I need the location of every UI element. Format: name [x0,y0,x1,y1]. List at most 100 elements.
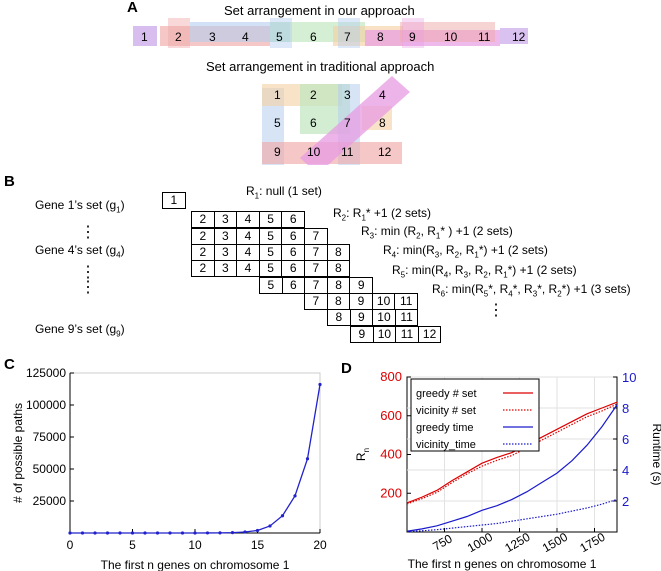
x-tick-label: 750 [430,531,455,553]
data-point [305,457,310,461]
t-num-8: 8 [379,116,386,130]
set-cell: 5 [258,211,283,228]
legend-label: vicinity # set [416,405,476,417]
data-point [180,531,185,535]
set-cell: 12 [417,326,442,343]
r4-label: R4: min(R3, R2, R1*) +1 (2 sets) [383,243,548,260]
data-point [80,531,85,535]
panel-a-title-traditional: Set arrangement in traditional approach [206,59,435,74]
data-point [243,530,247,534]
a-num-12: 12 [512,30,526,44]
data-point [255,528,260,533]
t-num-5: 5 [274,116,281,130]
x-axis-label: The first n genes on chromosome 1 [101,558,290,571]
r3-label: R3: min (R2, R1* ) +1 (2 sets) [361,224,513,241]
set-cell: 6 [281,228,305,245]
a-num-1: 1 [141,30,148,44]
data-point [168,531,172,535]
data-point [130,531,135,535]
y-tick-label: 75000 [33,430,67,444]
x-tick-label: 1500 [540,530,570,556]
set-cell: 11 [394,293,418,310]
data-point [318,382,322,387]
set-cell: 4 [236,211,260,228]
data-point [155,531,160,535]
y-tick-label: 25000 [33,494,67,508]
legend-box [410,378,540,452]
x-tick-label: 15 [251,538,265,552]
t-num-3: 3 [344,88,351,102]
y-right-tick-label: 6 [622,432,629,447]
set-cell: 7 [304,260,328,277]
data-point [280,514,285,518]
gene-4-label: Gene 4’s set (g4) [35,243,125,260]
legend-label: vicinity_time [416,439,476,451]
chart-c: C 25000 50000 75000 100000 125000 0 5 10 15 20 The … [4,356,327,571]
t-num-10: 10 [307,145,321,159]
data-point [293,494,297,498]
plot-frame [69,372,321,534]
y-left-tick-label: 800 [380,369,402,384]
t-num-11: 11 [341,145,354,159]
panel-a-label: A [127,0,138,16]
t-num-2: 2 [310,88,317,102]
set-cell: 5 [258,228,283,245]
data-point [230,531,235,535]
panel-d-label: D [341,360,352,377]
set-cell: 2 [191,228,215,245]
data-point [143,531,147,535]
t-num-6: 6 [310,116,317,130]
series-line-greedy-time [406,404,618,532]
set-cell: 3 [213,244,238,261]
y-right-tick-label: 4 [622,463,629,478]
series-line-vicinity-time [406,498,618,533]
data-point [218,531,222,535]
legend-label: greedy time [416,422,473,434]
set-cell: 8 [326,293,351,310]
x-tick-label: 1250 [502,530,532,556]
data-point [118,531,122,535]
vdots-2: ⋮ [80,264,96,281]
set-cell: 7 [304,244,328,261]
set-cell: 4 [236,244,260,261]
set-cell: 3 [213,260,238,277]
data-point [93,531,97,535]
x-tick-label: 1000 [465,530,495,556]
r2-label: R2: R1* +1 (2 sets) [333,206,431,223]
y-tick-label: 50000 [33,462,67,476]
set-cell: 4 [236,228,260,245]
t-num-12: 12 [378,145,392,159]
set-cell: 1 [162,192,186,209]
data-point [68,531,72,535]
a-num-3: 3 [209,30,216,44]
set-cell: 5 [258,260,283,277]
set-cell: 9 [349,277,373,294]
set-cell: 7 [304,277,328,294]
y-right-tick-label: 2 [622,494,629,509]
y-left-axis-label: Rn [354,448,371,461]
set-cell: 7 [304,228,328,245]
set-cell: 5 [259,277,283,294]
data-point [205,531,210,535]
t-num-1: 1 [274,88,281,102]
a-num-5: 5 [276,30,283,44]
set-cell: 3 [213,228,238,245]
set-cell: 8 [326,260,351,277]
set-cell: 8 [327,309,351,326]
y-left-tick-label: 600 [380,408,402,423]
y-right-tick-label: 8 [622,401,629,416]
a-num-7: 7 [344,30,351,44]
set-cell: 6 [281,260,305,277]
set-cell: 7 [304,293,328,310]
chart-d: D 200 400 600 800 2 4 6 8 10 750 1000 1250 1500 1750Th… [341,360,661,571]
panel-a-our-approach-diagram [133,18,528,165]
set-cell: 10 [371,293,396,310]
r6-label: R6: min(R5*, R4*, R3*, R2*) +1 (3 sets) [432,282,631,299]
set-cell: 11 [394,309,419,326]
r1-label: R1: null (1 set) [246,184,322,201]
y-axis-label: # of possible paths [11,403,25,503]
vdots-1: ⋮ [80,224,96,241]
data-point [268,524,272,528]
x-tick-label: 10 [188,538,202,552]
a-num-8: 8 [377,30,384,44]
